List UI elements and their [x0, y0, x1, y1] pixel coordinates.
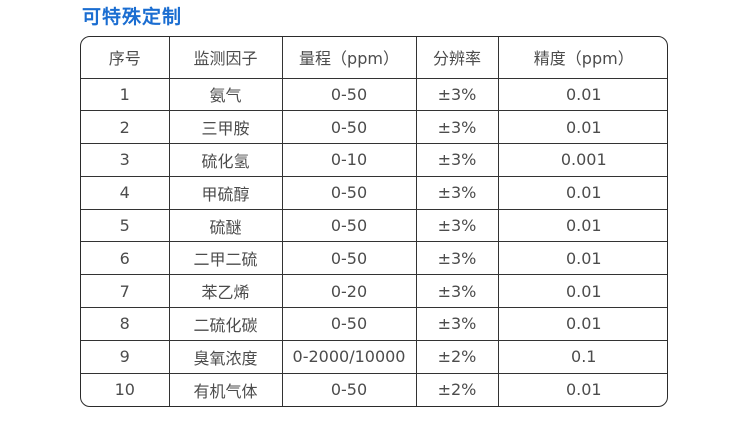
table-row: 6 二甲二硫 0-50 ±3% 0.01	[81, 241, 667, 276]
cell-range: 0-50	[281, 241, 417, 276]
table-row: 4 甲硫醇 0-50 ±3% 0.01	[81, 175, 667, 210]
cell-range: 0-50	[281, 77, 417, 112]
column-header-resolution: 分辨率	[415, 37, 499, 79]
page-title: 可特殊定制	[82, 6, 183, 28]
spec-table-container: 序号 监测因子 量程（ppm） 分辨率 精度（ppm） 1 氨气 0-50 ±3% 0.01 2 三…	[80, 36, 668, 407]
cell-range: 0-50	[281, 307, 417, 341]
cell-range: 0-50	[281, 208, 417, 243]
cell-seq: 3	[81, 143, 170, 177]
cell-precision: 0.01	[497, 175, 667, 210]
cell-resolution: ±3%	[415, 175, 499, 210]
cell-range: 0-50	[281, 175, 417, 210]
cell-factor: 甲硫醇	[168, 175, 283, 210]
cell-factor: 氨气	[168, 77, 283, 112]
cell-seq: 9	[81, 339, 170, 374]
cell-resolution: ±2%	[415, 339, 499, 374]
cell-factor: 苯乙烯	[168, 274, 283, 309]
column-header-range: 量程（ppm）	[281, 37, 417, 79]
cell-range: 0-20	[281, 274, 417, 309]
cell-precision: 0.01	[497, 208, 667, 243]
spec-table-body: 1 氨气 0-50 ±3% 0.01 2 三甲胺 0-50 ±3% 0.01 3 硫化氢 0-10 ±3%…	[81, 77, 667, 406]
cell-precision: 0.1	[497, 339, 667, 374]
cell-factor: 二硫化碳	[168, 307, 283, 341]
cell-resolution: ±3%	[415, 241, 499, 276]
cell-seq: 4	[81, 175, 170, 210]
table-row: 8 二硫化碳 0-50 ±3% 0.01	[81, 307, 667, 341]
column-header-seq: 序号	[81, 37, 170, 79]
cell-resolution: ±2%	[415, 372, 499, 406]
cell-seq: 7	[81, 274, 170, 309]
cell-precision: 0.01	[497, 307, 667, 341]
cell-factor: 硫化氢	[168, 143, 283, 177]
cell-factor: 有机气体	[168, 372, 283, 406]
cell-precision: 0.01	[497, 110, 667, 145]
table-row: 10 有机气体 0-50 ±2% 0.01	[81, 372, 667, 406]
cell-seq: 5	[81, 208, 170, 243]
cell-precision: 0.01	[497, 241, 667, 276]
cell-precision: 0.01	[497, 77, 667, 112]
table-row: 9 臭氧浓度 0-2000/10000 ±2% 0.1	[81, 339, 667, 374]
table-row: 5 硫醚 0-50 ±3% 0.01	[81, 208, 667, 243]
table-row: 7 苯乙烯 0-20 ±3% 0.01	[81, 274, 667, 309]
cell-range: 0-10	[281, 143, 417, 177]
table-row: 2 三甲胺 0-50 ±3% 0.01	[81, 110, 667, 145]
cell-resolution: ±3%	[415, 208, 499, 243]
cell-factor: 臭氧浓度	[168, 339, 283, 374]
cell-resolution: ±3%	[415, 274, 499, 309]
table-row: 1 氨气 0-50 ±3% 0.01	[81, 77, 667, 112]
cell-seq: 10	[81, 372, 170, 406]
cell-precision: 0.01	[497, 372, 667, 406]
cell-factor: 硫醚	[168, 208, 283, 243]
spec-table: 序号 监测因子 量程（ppm） 分辨率 精度（ppm） 1 氨气 0-50 ±3% 0.01 2 三…	[81, 37, 667, 406]
cell-seq: 8	[81, 307, 170, 341]
cell-resolution: ±3%	[415, 77, 499, 112]
cell-precision: 0.01	[497, 274, 667, 309]
header-row: 序号 监测因子 量程（ppm） 分辨率 精度（ppm）	[81, 37, 667, 79]
cell-seq: 6	[81, 241, 170, 276]
cell-factor: 二甲二硫	[168, 241, 283, 276]
cell-range: 0-50	[281, 372, 417, 406]
cell-precision: 0.001	[497, 143, 667, 177]
column-header-precision: 精度（ppm）	[497, 37, 667, 79]
column-header-factor: 监测因子	[168, 37, 283, 79]
table-row: 3 硫化氢 0-10 ±3% 0.001	[81, 143, 667, 177]
cell-resolution: ±3%	[415, 307, 499, 341]
cell-range: 0-50	[281, 110, 417, 145]
spec-table-head: 序号 监测因子 量程（ppm） 分辨率 精度（ppm）	[81, 37, 667, 79]
cell-factor: 三甲胺	[168, 110, 283, 145]
cell-resolution: ±3%	[415, 110, 499, 145]
cell-seq: 1	[81, 77, 170, 112]
cell-range: 0-2000/10000	[281, 339, 417, 374]
cell-seq: 2	[81, 110, 170, 145]
cell-resolution: ±3%	[415, 143, 499, 177]
